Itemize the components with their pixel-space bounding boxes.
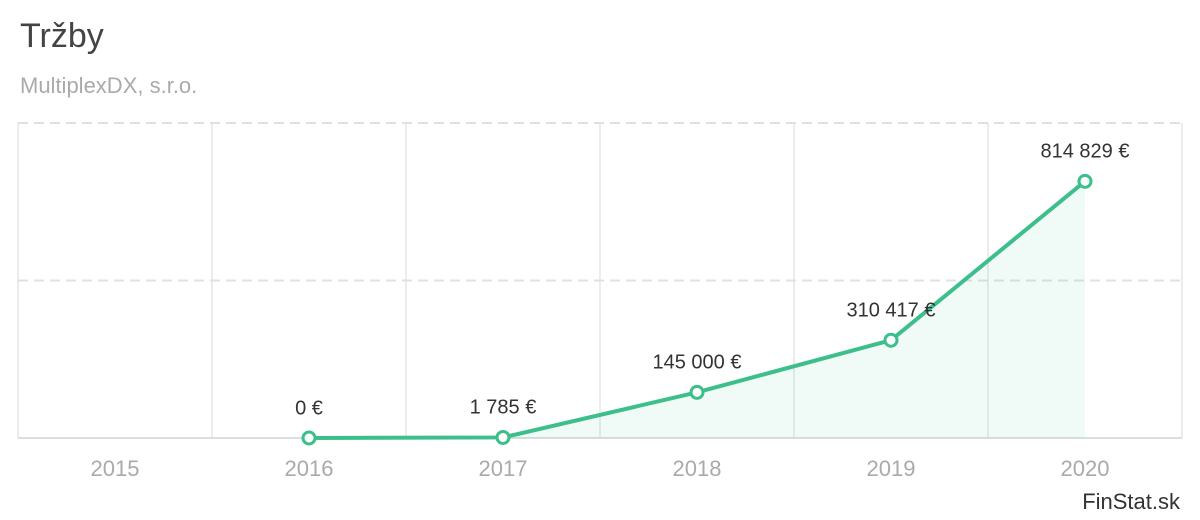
value-label: 814 829 € — [1041, 141, 1130, 163]
value-label: 1 785 € — [470, 397, 537, 419]
chart-subtitle: MultiplexDX, s.r.o. — [20, 73, 197, 98]
value-label: 0 € — [295, 397, 323, 419]
value-label: 145 000 € — [653, 352, 742, 374]
point — [301, 430, 317, 446]
value-label: 310 417 € — [847, 299, 936, 321]
x-tick-label: 2019 — [867, 456, 916, 481]
credit: FinStat.sk — [1082, 489, 1181, 514]
area — [309, 181, 1085, 438]
point — [1077, 173, 1093, 189]
x-tick-label: 2015 — [91, 456, 140, 481]
point — [495, 429, 511, 445]
x-tick-label: 2018 — [673, 456, 722, 481]
point — [883, 332, 899, 348]
x-tick-label: 2017 — [479, 456, 528, 481]
x-tick-label: 2020 — [1061, 456, 1110, 481]
x-tick-label: 2016 — [285, 456, 334, 481]
chart-title: Tržby — [20, 17, 104, 55]
point — [689, 384, 705, 400]
